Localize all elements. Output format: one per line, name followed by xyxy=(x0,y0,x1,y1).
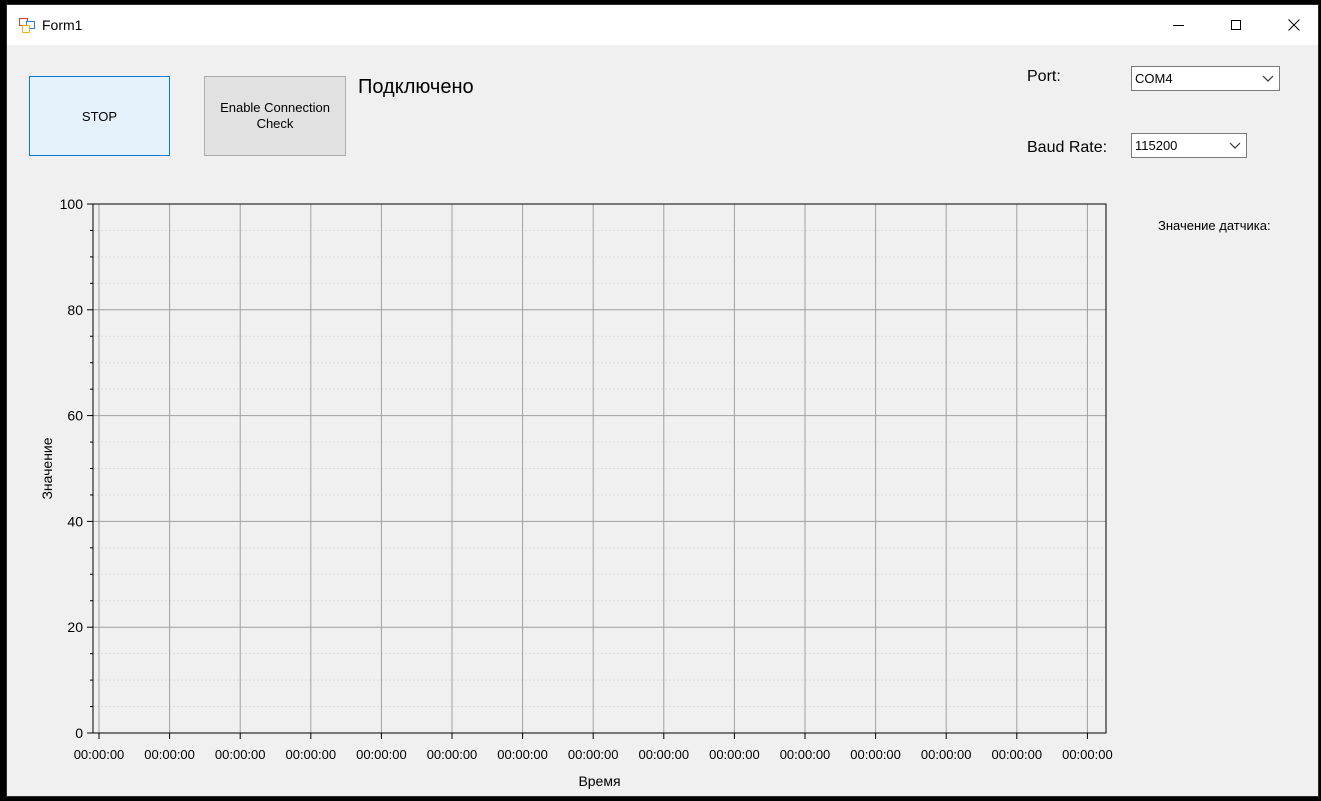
connection-status: Подключено xyxy=(358,76,474,98)
chevron-down-icon xyxy=(1262,75,1274,82)
close-button[interactable] xyxy=(1265,5,1321,45)
baud-rate-label: Baud Rate: xyxy=(1027,139,1108,156)
x-tick-label: 00:00:00 xyxy=(285,747,336,762)
port-dropdown[interactable]: COM4 xyxy=(1131,66,1280,91)
y-tick-label: 60 xyxy=(67,408,83,424)
x-tick-label: 00:00:00 xyxy=(850,747,901,762)
x-tick-label: 00:00:00 xyxy=(144,747,195,762)
stop-button[interactable]: STOP xyxy=(29,76,170,156)
x-tick-label: 00:00:00 xyxy=(215,747,266,762)
main-window: Form1 STOP Enable Connection Check Подкл… xyxy=(6,4,1319,797)
x-tick-label: 00:00:00 xyxy=(780,747,831,762)
port-value: COM4 xyxy=(1135,71,1173,86)
port-label: Port: xyxy=(1027,68,1061,85)
plot-border xyxy=(92,203,1107,734)
enable-connection-check-button[interactable]: Enable Connection Check xyxy=(204,76,346,156)
title-bar: Form1 xyxy=(7,5,1318,45)
x-tick-label: 00:00:00 xyxy=(568,747,619,762)
x-tick-label: 00:00:00 xyxy=(427,747,478,762)
x-tick-label: 00:00:00 xyxy=(497,747,548,762)
y-tick-label: 40 xyxy=(67,513,83,529)
y-axis-label: Значение xyxy=(39,437,55,499)
y-tick-label: 20 xyxy=(67,619,83,635)
close-icon xyxy=(1288,19,1300,31)
minimize-button[interactable] xyxy=(1149,5,1207,45)
y-tick-label: 80 xyxy=(67,302,83,318)
windows-form-icon xyxy=(19,18,35,33)
x-tick-label: 00:00:00 xyxy=(991,747,1042,762)
x-tick-label: 00:00:00 xyxy=(1062,747,1113,762)
baud-rate-dropdown[interactable]: 115200 xyxy=(1131,133,1247,158)
y-tick-label: 100 xyxy=(60,196,84,212)
x-axis-label: Время xyxy=(578,773,620,789)
x-tick-label: 00:00:00 xyxy=(356,747,407,762)
chevron-down-icon xyxy=(1229,142,1241,149)
minimize-icon xyxy=(1172,24,1184,26)
baud-rate-value: 115200 xyxy=(1135,138,1178,153)
sensor-chart: 0 20 40 60 80 100 00:00:00 00:00:00 00:00:00 00:0… xyxy=(39,196,1113,789)
x-tick-label: 00:00:00 xyxy=(921,747,972,762)
maximize-icon xyxy=(1231,20,1241,30)
maximize-button[interactable] xyxy=(1207,5,1265,45)
x-tick-label: 00:00:00 xyxy=(74,747,125,762)
y-tick-label: 0 xyxy=(75,725,83,741)
window-title: Form1 xyxy=(42,17,83,33)
sensor-value-label: Значение датчика: xyxy=(1158,218,1271,233)
x-tick-label: 00:00:00 xyxy=(709,747,760,762)
x-tick-label: 00:00:00 xyxy=(638,747,689,762)
